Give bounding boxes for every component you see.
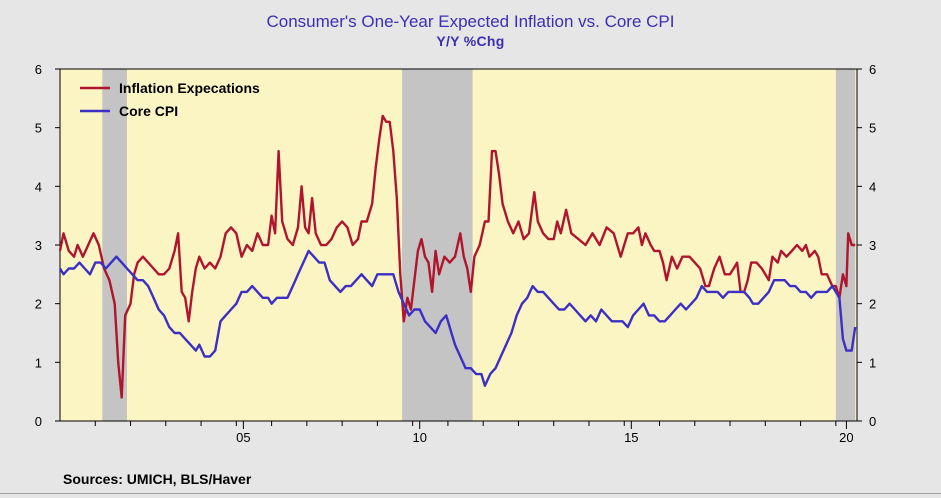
y-tick-label-left: 6 xyxy=(35,62,42,77)
y-tick-label-left: 1 xyxy=(35,355,42,370)
y-tick-label-right: 1 xyxy=(869,355,876,370)
y-tick-label-left: 2 xyxy=(35,297,42,312)
inflation-expectations-line xyxy=(58,114,856,399)
x-tick-label: 10 xyxy=(412,430,426,445)
y-tick-label-left: 3 xyxy=(35,238,42,253)
legend-entry-inflation-expectations: Inflation Expecations xyxy=(119,80,260,96)
legend-entry-core-cpi: Core CPI xyxy=(119,103,178,119)
legend: Inflation Expecations Core CPI xyxy=(80,80,260,119)
y-tick-label-right: 6 xyxy=(869,62,876,77)
x-tick-label: 15 xyxy=(624,430,638,445)
y-tick-label-right: 2 xyxy=(869,297,876,312)
core-cpi-line xyxy=(58,249,857,387)
x-tick-label: 05 xyxy=(236,430,250,445)
y-tick-label-right: 0 xyxy=(869,414,876,429)
recession-band xyxy=(835,69,856,421)
y-tick-label-right: 5 xyxy=(869,121,876,136)
y-tick-label-left: 0 xyxy=(35,414,42,429)
chart-title: Consumer's One-Year Expected Inflation v… xyxy=(266,12,675,31)
y-tick-label-right: 3 xyxy=(869,238,876,253)
source-note: Sources: UMICH, BLS/Haver xyxy=(63,471,252,487)
y-tick-label-right: 4 xyxy=(869,179,876,194)
bottom-rule xyxy=(0,493,941,494)
y-tick-label-left: 5 xyxy=(35,121,42,136)
y-tick-label-left: 4 xyxy=(35,179,42,194)
chart-subtitle: Y/Y %Chg xyxy=(436,33,505,49)
x-tick-label: 20 xyxy=(839,430,853,445)
